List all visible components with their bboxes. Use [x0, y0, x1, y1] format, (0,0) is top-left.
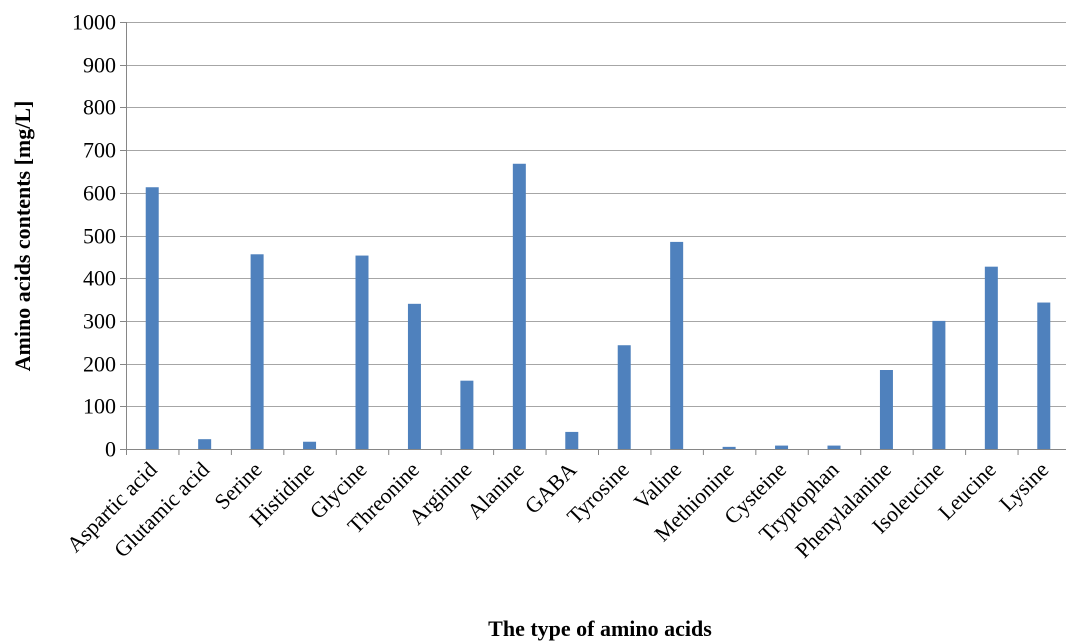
y-tick-label: 1000: [72, 10, 116, 35]
bar: [775, 445, 789, 449]
y-tick-label: 200: [83, 352, 116, 377]
axes: [126, 22, 1066, 450]
bar: [670, 241, 684, 449]
x-axis-title: The type of amino acids: [488, 616, 712, 641]
bar: [250, 254, 264, 449]
bar: [827, 445, 841, 449]
x-tick-label: Leucine: [933, 457, 1001, 525]
bar: [722, 446, 736, 449]
bar: [145, 187, 159, 449]
y-tick-label: 500: [83, 224, 116, 249]
x-tick-label: Lysine: [994, 457, 1053, 516]
bars: [145, 163, 1051, 449]
bar: [512, 163, 526, 449]
gridlines: [126, 22, 1066, 407]
bar: [879, 370, 893, 449]
y-tick-label: 100: [83, 394, 116, 419]
y-axis-title: Amino acids contents [mg/L]: [10, 101, 35, 372]
bar: [617, 345, 631, 449]
bar: [1037, 302, 1051, 449]
bar: [198, 439, 212, 449]
y-tick-label: 300: [83, 309, 116, 334]
bar: [407, 303, 421, 449]
bar: [984, 266, 998, 449]
y-tick-label: 700: [83, 138, 116, 163]
x-tick-label: Alanine: [462, 457, 529, 524]
bar: [565, 431, 579, 449]
y-tick-label: 400: [83, 266, 116, 291]
bar: [460, 380, 474, 449]
y-tick-label: 900: [83, 53, 116, 78]
y-axis-ticks: 0 100 200 300 400 500 600 700 800 900 1000: [72, 10, 126, 462]
bar: [355, 255, 369, 449]
y-tick-label: 0: [105, 437, 116, 462]
bar: [303, 441, 317, 449]
y-tick-label: 800: [83, 95, 116, 120]
y-tick-label: 600: [83, 181, 116, 206]
bar: [932, 320, 946, 449]
